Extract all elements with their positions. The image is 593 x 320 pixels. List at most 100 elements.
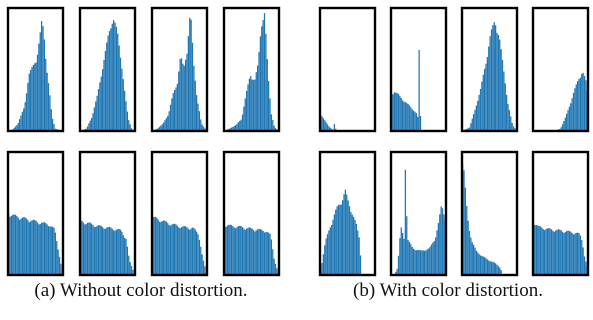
histogram-bar	[49, 226, 51, 275]
histogram-bar	[91, 117, 93, 131]
histogram-bar	[104, 228, 107, 275]
histogram-bar	[129, 124, 131, 131]
histogram-bar	[269, 233, 271, 275]
histogram-bar	[332, 219, 334, 275]
panel-frame	[460, 150, 519, 277]
histogram-bar	[479, 255, 482, 275]
histogram-bar	[165, 221, 168, 275]
histogram-bar	[351, 214, 353, 275]
histogram-bar	[397, 255, 400, 275]
histogram-bar	[499, 267, 501, 275]
histogram-bar	[421, 250, 423, 275]
histogram-bar	[329, 227, 331, 275]
histogram-bar	[204, 128, 206, 131]
histogram-bar	[229, 128, 231, 131]
histogram-bar	[28, 222, 30, 275]
histogram-bar	[478, 94, 480, 131]
histogram-bar	[169, 225, 172, 275]
histogram-bar	[252, 79, 255, 131]
histogram-bar	[464, 187, 467, 275]
histogram-bar	[508, 110, 511, 131]
histogram-bar	[241, 114, 244, 131]
histogram-bar	[263, 13, 266, 131]
histogram-bar	[240, 119, 242, 131]
histogram-bar	[190, 228, 192, 275]
histogram-bar	[262, 20, 264, 131]
histogram-bar	[180, 58, 183, 131]
histogram-bar	[429, 246, 431, 275]
histogram-bar	[578, 78, 580, 131]
histogram-bar	[251, 79, 253, 131]
histogram-bar	[240, 226, 242, 275]
histogram-bar	[97, 89, 100, 131]
histogram-bar	[82, 222, 85, 275]
histogram-panel-a-r1c3	[150, 6, 209, 133]
histogram-bar	[239, 225, 241, 275]
panel-frame	[531, 150, 590, 277]
histogram-bar	[582, 72, 584, 131]
histogram-bar	[32, 219, 35, 275]
histogram-bar	[92, 113, 94, 131]
histogram-bar	[572, 234, 575, 275]
histogram-bar	[121, 68, 123, 131]
histogram-bar	[185, 226, 187, 275]
histogram-bar	[89, 222, 91, 275]
histogram-bar	[439, 214, 441, 275]
histogram-bar	[268, 80, 270, 131]
histogram-bar	[235, 125, 237, 131]
histogram-bar	[321, 262, 323, 275]
histogram-bar	[393, 92, 396, 131]
histogram-bar	[577, 81, 579, 131]
histogram-bar	[43, 222, 46, 275]
histogram-bar	[324, 120, 326, 131]
histogram-bar	[119, 229, 122, 275]
histogram-bar	[269, 98, 271, 131]
histogram-bar	[255, 72, 257, 131]
histogram-bar	[130, 265, 133, 275]
histogram-bar	[537, 225, 539, 275]
histogram-bar	[34, 219, 36, 275]
histogram-bar	[477, 100, 479, 131]
histogram-bar	[407, 240, 409, 275]
panel-frame	[78, 6, 137, 133]
histogram-bar	[503, 71, 505, 131]
histogram-bar	[339, 204, 341, 275]
histogram-bar	[276, 268, 278, 275]
histogram-bar	[45, 58, 47, 131]
histogram-bar	[541, 227, 543, 275]
histogram-bar	[477, 252, 479, 275]
histogram-bar	[484, 257, 486, 275]
histogram-bar	[355, 223, 358, 275]
histogram-bar	[171, 98, 173, 131]
histogram-bar	[95, 101, 97, 131]
histogram-bar	[118, 229, 120, 275]
histogram-bar	[110, 28, 112, 131]
histogram-bar	[475, 250, 478, 275]
histogram-bar	[93, 107, 96, 131]
histogram-bar	[489, 261, 491, 275]
histogram-bar	[189, 17, 191, 131]
histogram-bar	[241, 227, 244, 275]
histogram-bar	[236, 123, 238, 131]
histogram-bar	[335, 209, 337, 275]
histogram-bar	[570, 231, 572, 275]
histogram-bar	[24, 102, 26, 131]
histogram-bar	[563, 121, 565, 131]
histogram-bar	[118, 45, 120, 131]
histogram-bar	[17, 217, 19, 275]
histogram-bar	[568, 106, 571, 131]
histogram-bar	[482, 74, 484, 131]
panel-frame	[78, 150, 137, 277]
histogram-bar	[486, 56, 489, 131]
histogram-bar	[197, 234, 199, 275]
histogram-bar	[539, 226, 542, 275]
histogram-bar	[237, 226, 240, 275]
histogram-bar	[479, 88, 482, 131]
histogram-bar	[473, 114, 475, 131]
histogram-bar	[35, 220, 37, 275]
histogram-bar	[437, 223, 440, 275]
histogram-bar	[125, 101, 127, 131]
histogram-bar	[197, 103, 199, 131]
histogram-bar	[20, 115, 22, 131]
histogram-bar	[176, 225, 179, 275]
